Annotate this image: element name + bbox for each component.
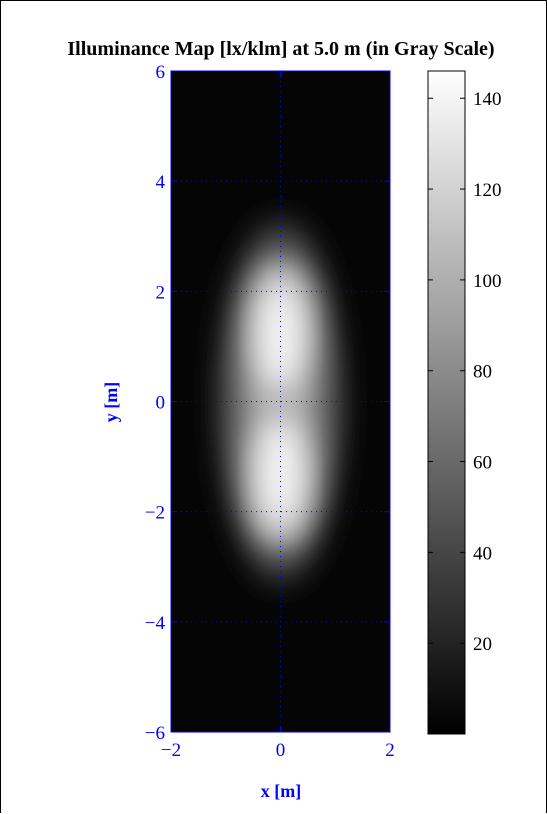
y-tick-label-3: 0 <box>156 393 166 414</box>
y-axis-ticks: −6 −4 −2 0 2 4 6 <box>145 62 390 744</box>
colorbar-tick-label-2: 60 <box>473 453 492 474</box>
colorbar-tick-label-4: 100 <box>473 271 502 292</box>
y-tick-label-4: 2 <box>156 282 166 303</box>
chart-title: Illuminance Map [lx/klm] at 5.0 m (in Gr… <box>67 38 494 60</box>
x-axis-label: x [m] <box>261 781 301 801</box>
colorbar-tick-label-5: 120 <box>473 180 502 201</box>
y-axis-label: y [m] <box>101 382 121 422</box>
colorbar-tick-label-3: 80 <box>473 362 492 383</box>
x-tick-label-0: −2 <box>161 740 181 761</box>
x-tick-label-1: 0 <box>276 740 286 761</box>
y-tick-label-1: −4 <box>145 613 166 634</box>
x-tick-label-2: 2 <box>385 740 395 761</box>
heatmap-peak-1 <box>259 420 302 526</box>
grid-lines <box>171 71 390 732</box>
colorbar-tick-label-1: 40 <box>473 543 492 564</box>
y-tick-label-5: 4 <box>156 172 166 193</box>
colorbar-tick-label-6: 140 <box>473 89 502 110</box>
colorbar-tick-label-0: 20 <box>473 634 492 655</box>
y-tick-label-6: 6 <box>156 62 166 83</box>
y-tick-label-0: −6 <box>145 723 165 744</box>
colorbar-ticks: 20 40 60 80 100 120 140 <box>428 89 502 655</box>
y-tick-label-2: −2 <box>145 503 165 524</box>
colorbar <box>427 70 466 735</box>
x-axis-ticks: −2 0 2 <box>161 71 395 761</box>
heatmap-peak-0 <box>259 283 302 388</box>
